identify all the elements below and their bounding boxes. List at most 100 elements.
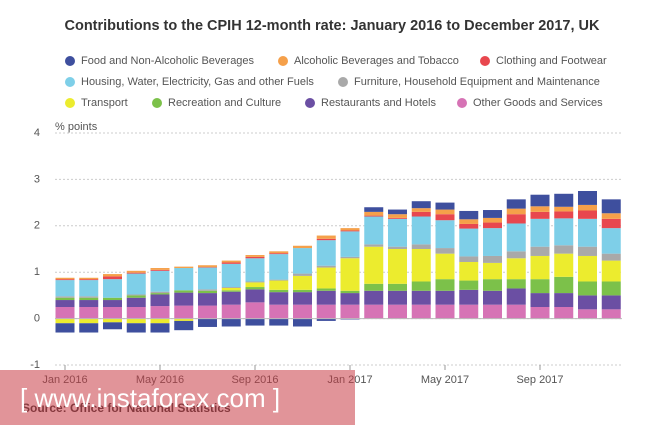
bar-segment xyxy=(388,218,407,247)
bar-segment xyxy=(601,213,621,219)
bar-segment xyxy=(411,249,431,282)
legend-label: Furniture, Household Equipment and Maint… xyxy=(354,76,600,88)
bar-segment xyxy=(269,253,289,255)
bar-segment xyxy=(340,231,360,257)
bar-segment xyxy=(126,294,146,296)
bar-segment xyxy=(554,211,574,219)
bar-segment xyxy=(483,228,502,256)
bar-segment xyxy=(79,296,99,298)
bar-segment xyxy=(103,322,122,330)
bar-segment xyxy=(435,202,455,210)
bar-segment xyxy=(221,290,241,292)
bar-segment xyxy=(554,253,574,277)
bar-segment xyxy=(79,279,99,281)
bar-segment xyxy=(506,251,526,259)
bar-segment xyxy=(126,273,146,295)
bar-segment xyxy=(364,207,384,212)
bar-segment xyxy=(293,318,312,327)
bar-segment xyxy=(126,307,146,319)
bar-segment xyxy=(459,289,479,305)
legend-swatch xyxy=(338,77,348,87)
bar-segment xyxy=(530,246,550,256)
bar-segment xyxy=(554,245,574,254)
bar-segment xyxy=(79,318,99,324)
bar-segment xyxy=(269,289,289,293)
bar-segment xyxy=(126,272,146,274)
watermark-box xyxy=(0,370,355,425)
bar-segment xyxy=(601,228,621,254)
bar-segment xyxy=(245,282,265,288)
bar-segment xyxy=(459,304,479,319)
bar-segment xyxy=(483,290,502,305)
bar-segment xyxy=(293,245,312,249)
bar-segment xyxy=(411,244,431,249)
bar-segment xyxy=(506,214,526,224)
bar-segment xyxy=(578,218,597,247)
bar-segment xyxy=(340,293,360,305)
bar-segment xyxy=(293,289,312,293)
y-tick-label: 0 xyxy=(34,313,40,325)
bar-segment xyxy=(103,276,122,280)
bar-segment xyxy=(435,279,455,291)
x-tick-label: Sep 2017 xyxy=(516,374,563,386)
bar-segment xyxy=(55,318,75,324)
bar-segment xyxy=(530,194,550,207)
bar-segment xyxy=(150,268,170,270)
legend-swatch xyxy=(457,98,467,108)
bar-segment xyxy=(364,283,384,291)
bar-segment xyxy=(530,307,550,319)
bar-segment xyxy=(174,320,194,331)
bar-segment xyxy=(316,240,336,266)
bar-segment xyxy=(150,270,170,292)
bar-segment xyxy=(530,293,550,307)
legend-label: Clothing and Footwear xyxy=(496,55,607,67)
bar-segment xyxy=(364,244,384,247)
bar-segment xyxy=(530,206,550,212)
bar-segment xyxy=(269,279,289,281)
bar-segment xyxy=(530,255,550,280)
bar-segment xyxy=(103,297,122,301)
bar-segment xyxy=(293,304,312,319)
bar-segment xyxy=(269,280,289,290)
bar-segment xyxy=(388,246,407,249)
bar-segment xyxy=(340,228,360,231)
bar-segment xyxy=(578,295,597,310)
legend-swatch xyxy=(480,56,490,66)
bar-segment xyxy=(79,323,99,333)
bar-segment xyxy=(601,295,621,310)
bar-segment xyxy=(316,238,336,241)
bar-segment xyxy=(221,260,241,263)
bar-segment xyxy=(459,210,479,220)
bar-segment xyxy=(364,246,384,284)
bar-segment xyxy=(198,267,217,290)
legend-swatch xyxy=(305,98,315,108)
y-tick-label: 2 xyxy=(34,220,40,232)
bar-segment xyxy=(459,280,479,290)
bar-segment xyxy=(435,304,455,319)
bar-segment xyxy=(578,191,597,205)
bar-segment xyxy=(530,218,550,247)
bar-segment xyxy=(601,281,621,296)
bar-segment xyxy=(55,296,75,298)
bar-segment xyxy=(364,215,384,217)
legend-swatch xyxy=(152,98,162,108)
bar-segment xyxy=(245,318,265,326)
bar-segment xyxy=(554,193,574,207)
bar-segment xyxy=(55,297,75,301)
bar-segment xyxy=(506,288,526,305)
bar-segment xyxy=(174,266,194,269)
y-tick-label: 1 xyxy=(34,266,40,278)
bar-segment xyxy=(411,290,431,305)
legend-label: Housing, Water, Electricity, Gas and oth… xyxy=(81,76,314,88)
bar-segment xyxy=(316,290,336,305)
bar-segment xyxy=(388,304,407,319)
bar-segment xyxy=(198,290,217,294)
bar-segment xyxy=(483,222,502,229)
bar-segment xyxy=(459,261,479,281)
bar-segment xyxy=(578,246,597,256)
y-axis-label: % points xyxy=(55,121,98,133)
bar-segment xyxy=(269,254,289,280)
bar-segment xyxy=(483,262,502,280)
bar-segment xyxy=(79,280,99,297)
